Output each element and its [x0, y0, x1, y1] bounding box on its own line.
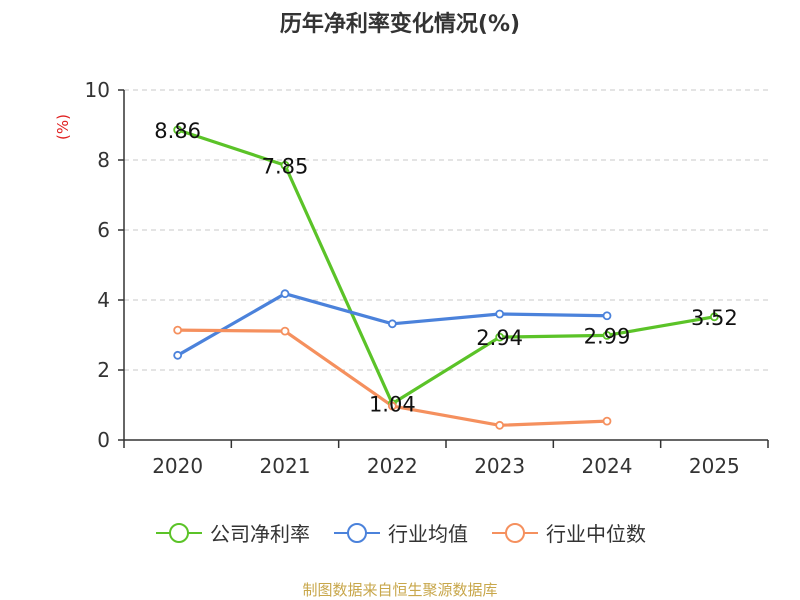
y-tick-label: 10: [85, 78, 110, 102]
x-tick-label: 2022: [367, 454, 418, 478]
data-label: 2.99: [584, 324, 631, 348]
data-point-1: [602, 330, 612, 340]
data-label: 2.94: [476, 326, 523, 350]
data-point-1: [709, 312, 719, 322]
legend-label-industry-median: 行业中位数: [546, 522, 646, 546]
data-label: 1.04: [369, 393, 416, 417]
legend-item-company[interactable]: 公司净利率: [154, 518, 310, 547]
data-point-3: [387, 401, 397, 411]
x-tick-label: 2021: [260, 454, 311, 478]
data-label: 7.85: [262, 154, 309, 178]
series-line-1: [177, 128, 715, 406]
y-tick-label: 0: [97, 428, 110, 452]
legend-marker-company: [156, 522, 202, 543]
y-tick-label: 4: [97, 288, 110, 312]
y-tick-label: 8: [97, 148, 110, 172]
data-point-2: [280, 289, 290, 299]
legend-marker-industry-median: [492, 522, 538, 543]
y-tick-label: 6: [97, 218, 110, 242]
data-point-1: [495, 332, 505, 342]
legend-label-industry-mean: 行业均值: [388, 522, 468, 546]
data-point-3: [173, 325, 183, 335]
data-point-1: [280, 160, 290, 170]
data-point-2: [495, 309, 505, 319]
x-tick-label: 2025: [689, 454, 740, 478]
x-tick-label: 2023: [474, 454, 525, 478]
data-point-1: [173, 125, 183, 135]
data-label: 3.52: [691, 306, 738, 330]
data-source-note: 制图数据来自恒生聚源数据库: [302, 581, 498, 599]
legend: 公司净利率 行业均值 行业中位数: [0, 518, 800, 547]
data-point-2: [387, 319, 397, 329]
legend-marker-industry-mean: [334, 522, 380, 543]
data-point-3: [280, 326, 290, 336]
chart-title: 历年净利率变化情况(%): [279, 12, 521, 37]
y-tick-label: 2: [97, 358, 110, 382]
y-axis-label: (%): [54, 114, 72, 140]
data-point-2: [602, 311, 612, 321]
data-label: 8.86: [154, 119, 201, 143]
legend-label-company: 公司净利率: [210, 522, 310, 546]
data-point-3: [602, 416, 612, 426]
data-point-2: [173, 350, 183, 360]
legend-item-industry-mean[interactable]: 行业均值: [332, 518, 468, 547]
legend-item-industry-median[interactable]: 行业中位数: [490, 518, 646, 547]
data-point-3: [495, 420, 505, 430]
x-tick-label: 2024: [582, 454, 633, 478]
x-tick-label: 2020: [152, 454, 203, 478]
